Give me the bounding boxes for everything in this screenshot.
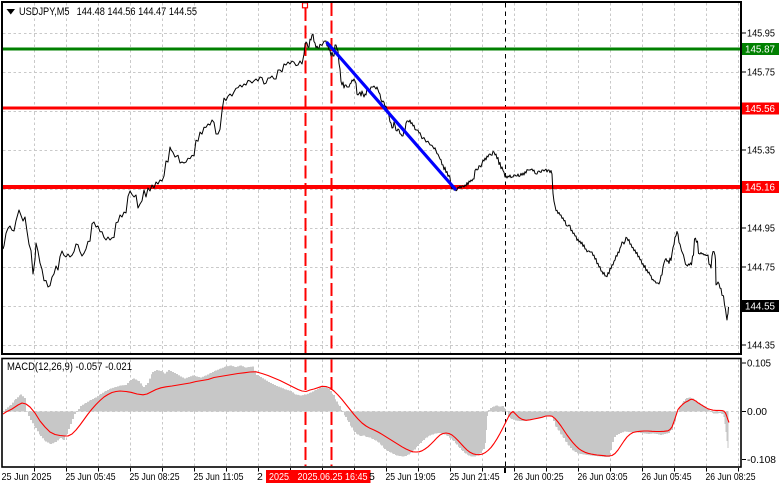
svg-text:-0.108: -0.108 — [747, 454, 776, 466]
svg-text:25 Jun 21:45: 25 Jun 21:45 — [450, 471, 500, 483]
svg-text:26 Jun 08:25: 26 Jun 08:25 — [706, 471, 756, 483]
svg-text:26 Jun 05:45: 26 Jun 05:45 — [642, 471, 692, 483]
svg-text:USDJPY,M5 144.48 144.56 144.4: USDJPY,M5 144.48 144.56 144.47 144.55 — [19, 6, 197, 18]
svg-text:145.87: 145.87 — [745, 44, 775, 56]
svg-text:25 Jun 05:45: 25 Jun 05:45 — [66, 471, 116, 483]
svg-text:2025.06.25 16:45: 2025.06.25 16:45 — [298, 471, 368, 483]
svg-text:0.00: 0.00 — [747, 406, 767, 418]
svg-text:144.55: 144.55 — [745, 301, 775, 313]
svg-text:2025.06.25 16:05: 2025.06.25 16:05 — [269, 471, 339, 483]
svg-text:144.35: 144.35 — [747, 340, 775, 352]
svg-text:25 Jun 11:05: 25 Jun 11:05 — [194, 471, 244, 483]
svg-text:144.75: 144.75 — [747, 262, 775, 274]
svg-text:2: 2 — [257, 471, 263, 483]
svg-text:25 Jun 08:25: 25 Jun 08:25 — [130, 471, 180, 483]
svg-text:26 Jun 00:25: 26 Jun 00:25 — [514, 471, 564, 483]
svg-text:5: 5 — [369, 471, 375, 483]
svg-text:145.75: 145.75 — [747, 67, 775, 79]
svg-text:144.95: 144.95 — [747, 223, 775, 235]
svg-text:145.16: 145.16 — [745, 182, 775, 194]
svg-text:145.95: 145.95 — [747, 28, 775, 40]
svg-text:MACD(12,26,9) -0.057 -0.021: MACD(12,26,9) -0.057 -0.021 — [7, 361, 132, 373]
svg-text:145.35: 145.35 — [747, 145, 775, 157]
svg-text:145.56: 145.56 — [745, 103, 775, 115]
svg-text:26 Jun 03:05: 26 Jun 03:05 — [578, 471, 628, 483]
svg-text:25 Jun 19:05: 25 Jun 19:05 — [386, 471, 436, 483]
svg-text:0.105: 0.105 — [747, 357, 771, 369]
svg-text:25 Jun 2025: 25 Jun 2025 — [2, 471, 52, 483]
